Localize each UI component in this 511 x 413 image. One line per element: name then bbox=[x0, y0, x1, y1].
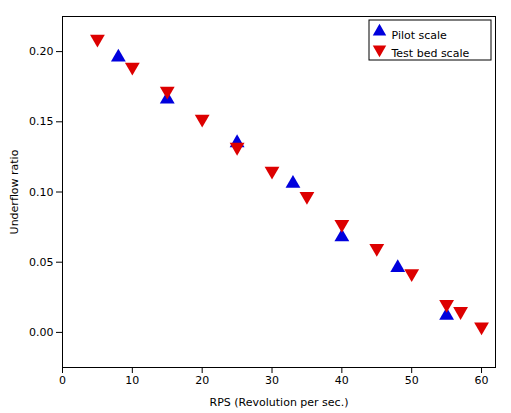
svg-text:Underflow ratio: Underflow ratio bbox=[8, 149, 21, 234]
svg-text:10: 10 bbox=[125, 374, 139, 387]
svg-text:0.10: 0.10 bbox=[29, 186, 54, 199]
svg-text:0.00: 0.00 bbox=[29, 326, 54, 339]
svg-text:40: 40 bbox=[335, 374, 349, 387]
svg-text:0: 0 bbox=[59, 374, 66, 387]
svg-text:20: 20 bbox=[195, 374, 209, 387]
svg-text:RPS (Revolution per sec.): RPS (Revolution per sec.) bbox=[210, 396, 349, 409]
svg-text:50: 50 bbox=[405, 374, 419, 387]
svg-text:0.20: 0.20 bbox=[29, 45, 54, 58]
svg-text:Test bed scale: Test bed scale bbox=[391, 47, 470, 60]
svg-text:0.05: 0.05 bbox=[29, 256, 54, 269]
svg-text:0.15: 0.15 bbox=[29, 115, 54, 128]
svg-text:60: 60 bbox=[475, 374, 489, 387]
svg-text:Pilot scale: Pilot scale bbox=[392, 29, 448, 42]
svg-text:30: 30 bbox=[265, 374, 279, 387]
